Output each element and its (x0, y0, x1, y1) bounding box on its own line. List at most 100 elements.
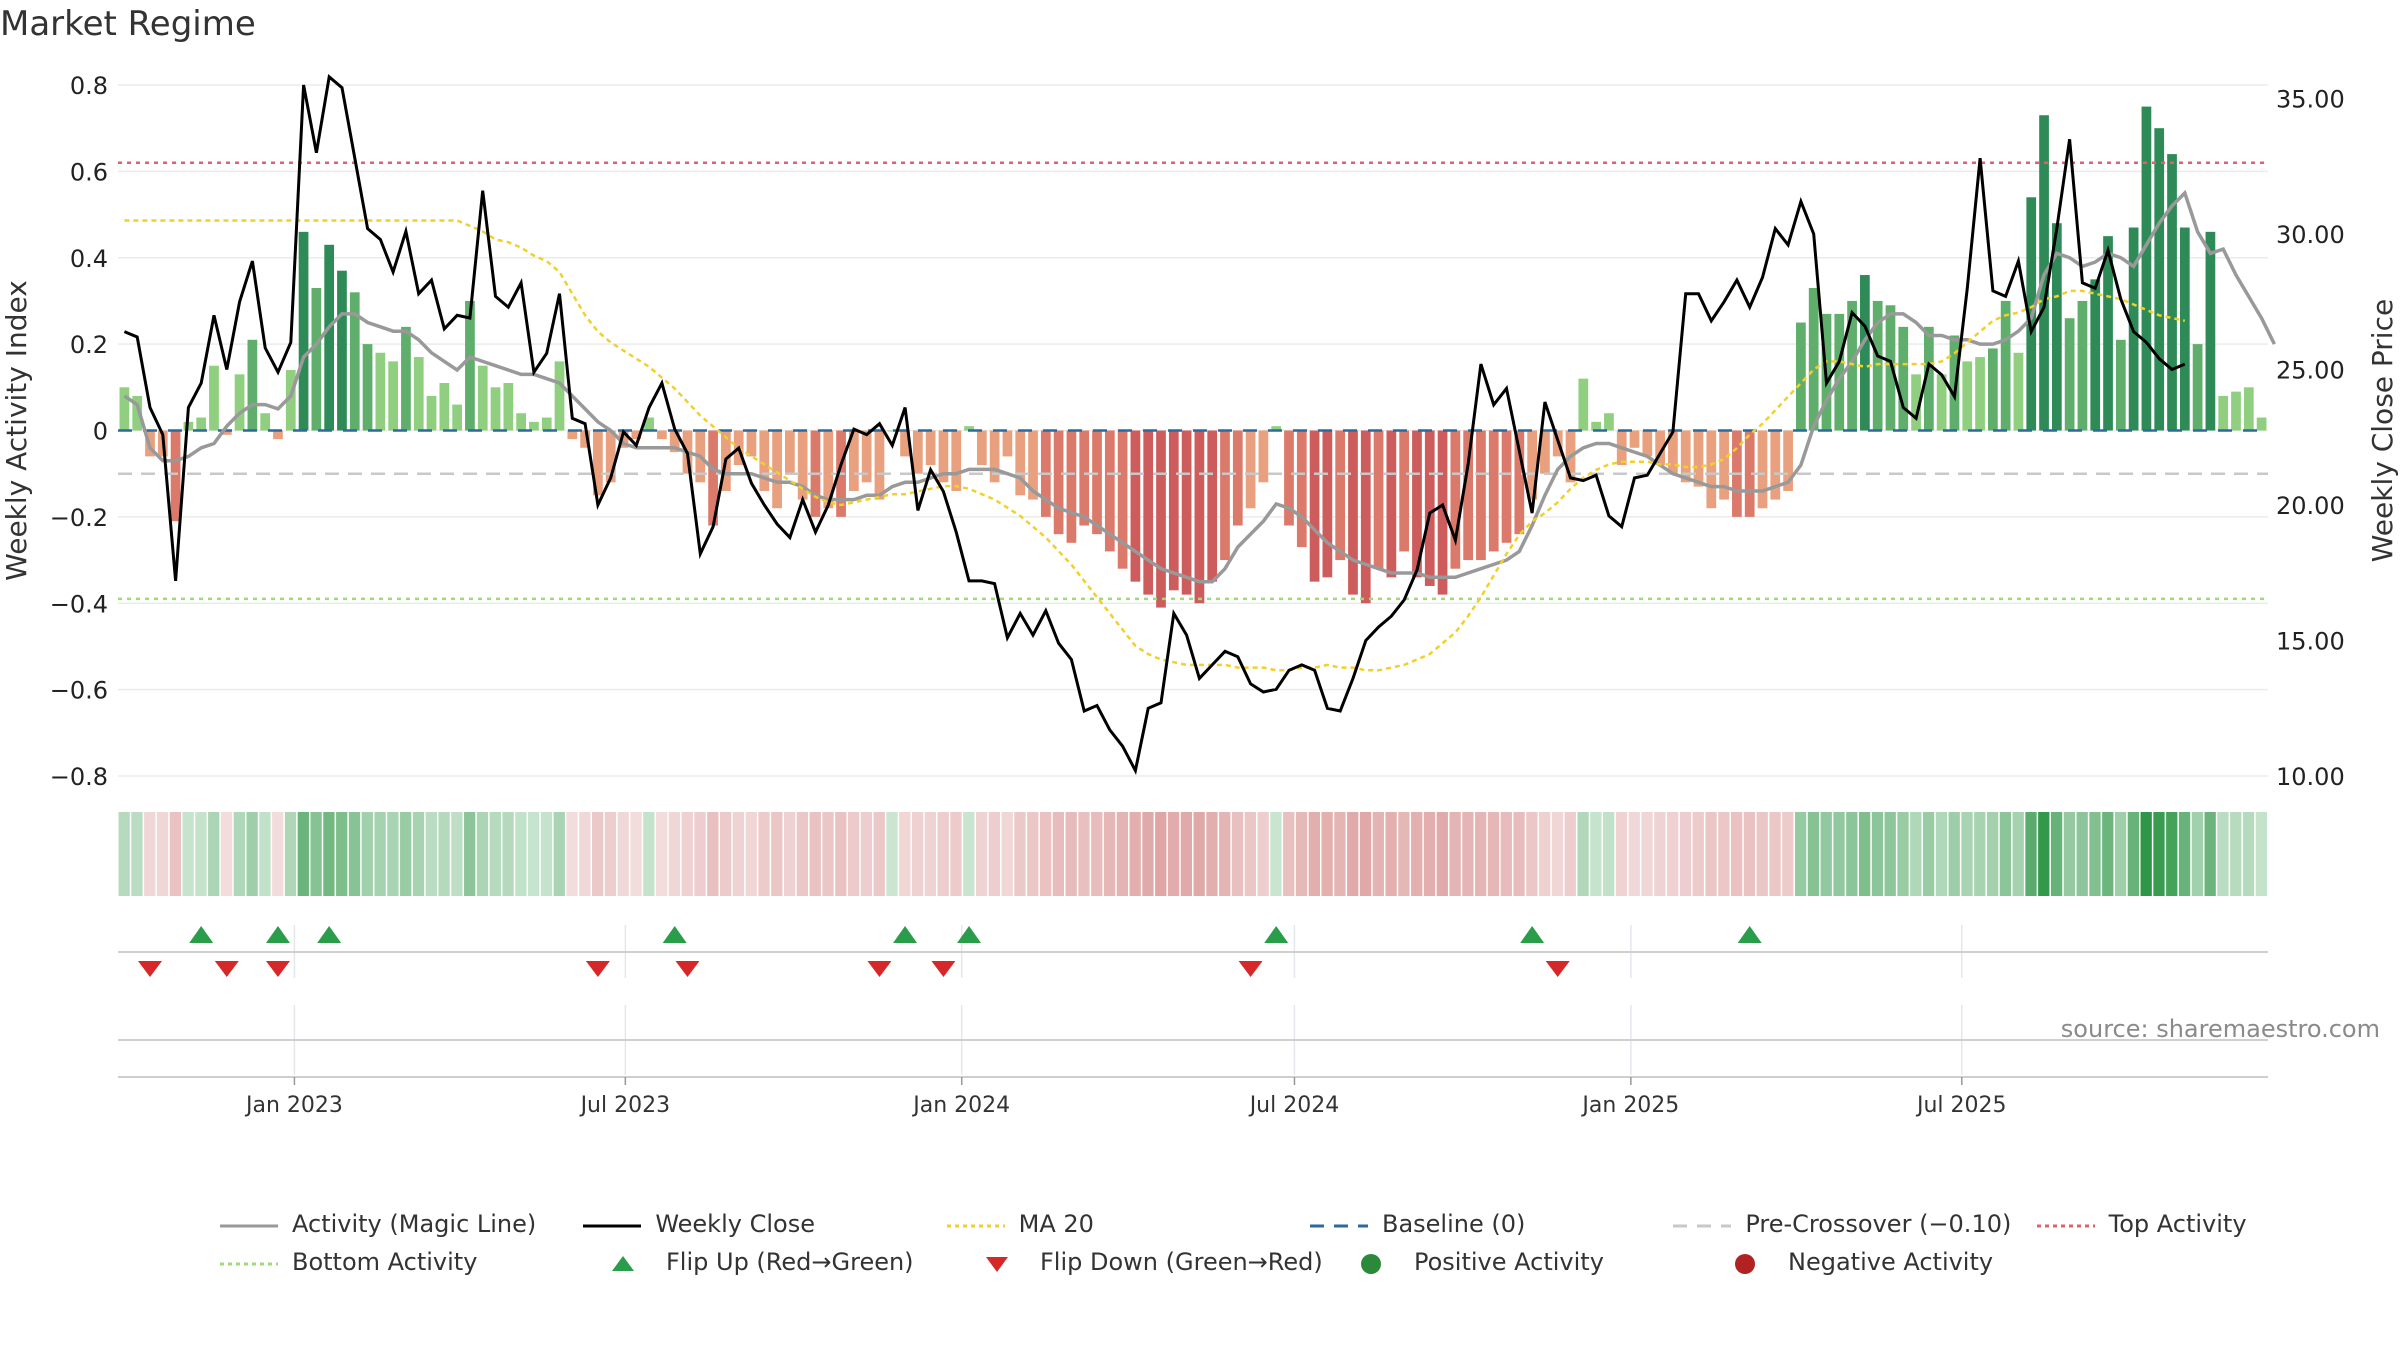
strip-cell (809, 812, 821, 896)
activity-bar (2013, 352, 2024, 431)
strip-cell (361, 812, 373, 896)
strip-cell (937, 812, 949, 896)
strip-cell (2114, 812, 2127, 896)
strip-cell (1897, 812, 1909, 896)
activity-bar (1872, 300, 1883, 431)
legend-swatch-icon (968, 1252, 1026, 1272)
ma20-line (124, 219, 2186, 672)
strip-cell (233, 812, 245, 896)
activity-bar (1476, 430, 1486, 561)
strip-cell (1423, 812, 1436, 896)
activity-bar (951, 430, 962, 491)
activity-bar (1757, 430, 1768, 509)
activity-bar (1501, 430, 1512, 543)
activity-bar (1168, 430, 1179, 591)
legend-swatch-icon (2036, 1214, 2095, 1234)
activity-bar (1783, 430, 1793, 491)
strip-cell (1603, 812, 1615, 896)
strip-cell (1513, 812, 1525, 896)
activity-bar (1680, 430, 1691, 483)
activity-bar (1629, 430, 1640, 448)
legend-swatch-icon (594, 1252, 652, 1272)
strip-cell (1334, 812, 1346, 896)
activity-bar (887, 430, 898, 432)
legend-item: MA 20 (946, 1210, 1310, 1238)
flip-up-marker (957, 926, 982, 943)
legend-label: Top Activity (2108, 1210, 2247, 1238)
strip-cell (617, 812, 629, 896)
activity-bar (1655, 430, 1665, 466)
legend-label: Bottom Activity (292, 1248, 478, 1276)
strip-cell (1782, 812, 1794, 896)
activity-bar (1104, 430, 1115, 552)
strip-cell (1385, 812, 1397, 896)
strip-cell (592, 812, 604, 896)
activity-bar (1322, 430, 1333, 578)
legend-label: MA 20 (1018, 1210, 1094, 1238)
strip-cell (515, 812, 527, 896)
activity-bar (1604, 413, 1614, 431)
activity-bar (1796, 322, 1806, 431)
activity-bar (1808, 287, 1819, 431)
strip-cell (1359, 812, 1372, 896)
strip-cell (656, 812, 668, 896)
strip-cell (758, 812, 770, 896)
source-note: source: sharemaestro.com (2060, 1015, 2380, 1043)
activity-bar (2205, 231, 2216, 431)
activity-bar (529, 421, 539, 431)
strip-cell (348, 812, 361, 896)
strip-cell (1244, 812, 1256, 896)
strip-cell (2166, 812, 2178, 896)
legend-label: Weekly Close (655, 1210, 815, 1238)
strip-cell (1910, 812, 1922, 896)
activity-bar (260, 413, 271, 431)
strip-cell (476, 812, 489, 896)
activity-bar (746, 430, 757, 457)
activity-bar (362, 344, 373, 431)
activity-bar (1194, 430, 1205, 604)
activity-bar (2218, 395, 2229, 431)
activity-bar (1066, 430, 1077, 543)
strip-cell (2127, 812, 2140, 896)
flip-down-marker (585, 961, 610, 977)
strip-cell (451, 812, 463, 896)
y-tick-label: −0.2 (50, 504, 108, 532)
strip-cell (1487, 812, 1500, 896)
strip-cell (1641, 812, 1653, 896)
strip-cell (2102, 812, 2114, 896)
activity-bar (1028, 430, 1038, 500)
activity-bar (1220, 430, 1230, 561)
activity-bar (1245, 430, 1256, 509)
legend-item: Weekly Close (583, 1210, 946, 1238)
strip-cell (156, 812, 169, 896)
strip-cell (950, 812, 962, 896)
activity-bar (375, 352, 386, 431)
activity-bar (2141, 106, 2152, 431)
strip-cell (1308, 812, 1320, 896)
legend-item: Activity (Magic Line) (220, 1210, 583, 1238)
activity-bar (1540, 430, 1550, 474)
activity-bar (273, 430, 283, 440)
y2-axis-title: Weekly Close Price (2366, 299, 2399, 562)
regime-heat-strip (118, 812, 2267, 896)
flip-up-marker (1520, 926, 1545, 943)
activity-bar (2000, 300, 2011, 431)
strip-cell (2012, 812, 2024, 896)
strip-cell (975, 812, 988, 896)
activity-bar (349, 292, 360, 431)
flip-up-marker (189, 926, 214, 943)
activity-bar (209, 365, 219, 431)
strip-cell (681, 812, 693, 896)
flip-up-marker (265, 926, 290, 943)
activity-bar (1847, 300, 1857, 431)
strip-cell (1027, 812, 1039, 896)
legend-row: Activity (Magic Line) Weekly Close MA 20 Ba… (220, 1205, 2400, 1243)
activity-bar (337, 270, 347, 431)
activity-bar (1719, 430, 1729, 500)
activity-bar (221, 430, 232, 435)
strip-cell (1155, 812, 1167, 896)
strip-cell (1999, 812, 2012, 896)
flip-down-marker (137, 961, 162, 977)
legend: Activity (Magic Line) Weekly Close MA 20 Ba… (220, 1205, 2400, 1281)
strip-cell (1679, 812, 1692, 896)
